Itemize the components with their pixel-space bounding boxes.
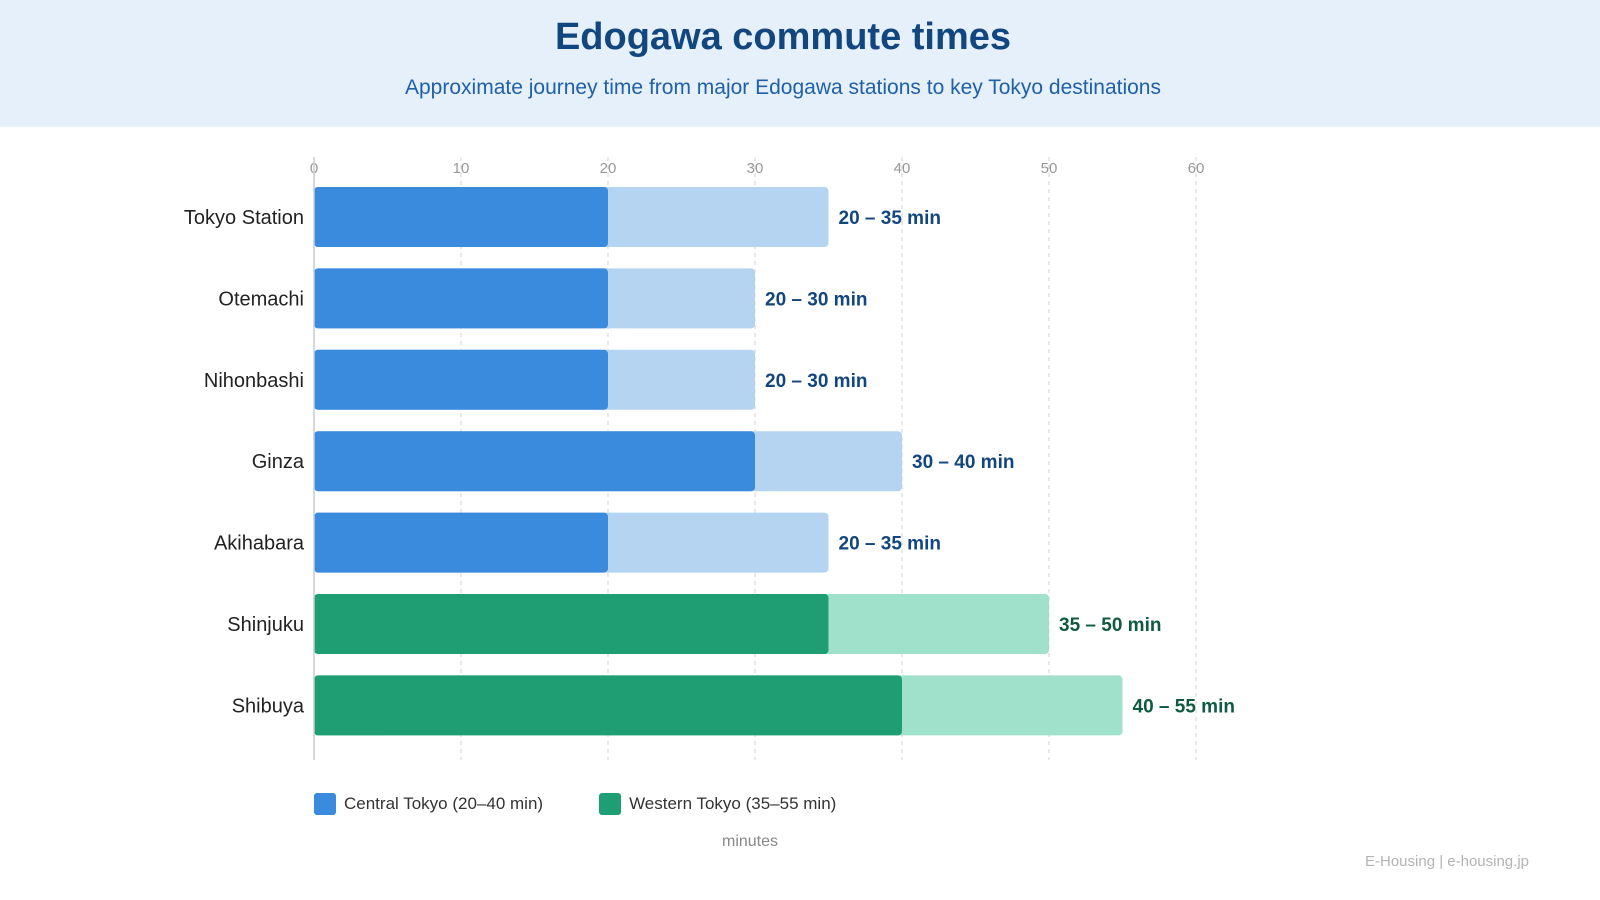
data-label-akihabara: 20 – 35 min [839, 534, 941, 555]
data-label-ginza: 30 – 40 min [912, 452, 1014, 473]
legend-label-central: Central Tokyo (20–40 min) [344, 794, 544, 813]
data-label-shibuya: 40 – 55 min [1133, 696, 1235, 717]
data-label-nihonbashi: 20 – 30 min [765, 371, 867, 392]
legend-item-western: Western Tokyo (35–55 min) [599, 793, 836, 815]
x-tick-label-50: 50 [1041, 160, 1058, 177]
category-label-shinjuku: Shinjuku [227, 614, 304, 636]
x-axis-label: minutes [721, 833, 779, 850]
data-label-tokyo-station: 20 – 35 min [839, 208, 941, 229]
x-tick-label-30: 30 [747, 160, 764, 177]
bar-min-ginza [314, 431, 755, 492]
bar-min-nihonbashi [314, 349, 608, 410]
x-tick-label-60: 60 [1188, 160, 1205, 177]
data-label-otemachi: 20 – 30 min [765, 289, 867, 310]
chart-legend: Central Tokyo (20–40 min) Western Tokyo … [314, 793, 892, 815]
x-tick-label-40: 40 [894, 160, 911, 177]
chart-title: Edogawa commute times [554, 16, 1012, 58]
legend-item-central: Central Tokyo (20–40 min) [314, 793, 543, 815]
category-label-ginza: Ginza [252, 451, 305, 473]
category-label-otemachi: Otemachi [218, 288, 304, 310]
chart-header: Edogawa commute times Approximate journe… [0, 0, 1600, 127]
legend-swatch-central [314, 793, 336, 815]
x-tick-label-10: 10 [453, 160, 470, 177]
legend-label-western: Western Tokyo (35–55 min) [629, 794, 837, 813]
legend-swatch-western [599, 793, 622, 815]
x-tick-label-20: 20 [600, 160, 617, 177]
chart-subtitle: Approximate journey time from major Edog… [405, 76, 1161, 99]
bar-min-tokyo-station [314, 187, 608, 247]
bar-min-shibuya [314, 675, 902, 736]
data-label-shinjuku: 35 – 50 min [1059, 615, 1161, 636]
footer-credit: E-Housing | e-housing.jp [1365, 853, 1529, 870]
bar-min-shinjuku [314, 594, 829, 654]
bar-min-akihabara [314, 512, 608, 573]
category-label-shibuya: Shibuya [232, 695, 305, 717]
category-label-nihonbashi: Nihonbashi [204, 370, 304, 392]
bar-min-otemachi [314, 268, 608, 329]
category-label-tokyo-station: Tokyo Station [184, 207, 304, 229]
category-label-akihabara: Akihabara [214, 533, 305, 555]
